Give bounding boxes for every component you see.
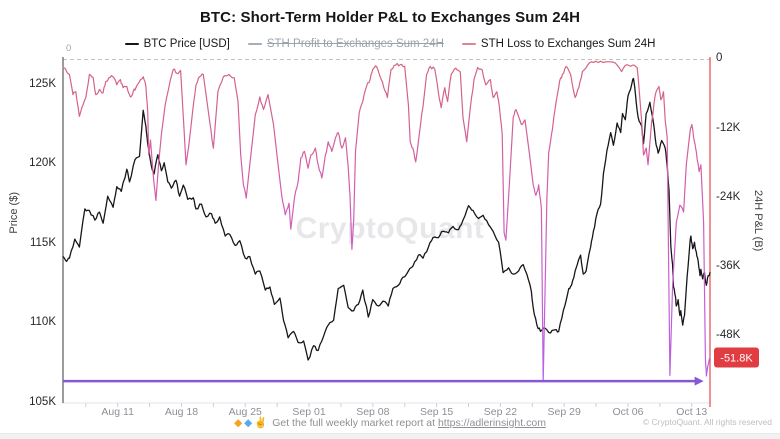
last-value-badge — [714, 347, 759, 368]
left-axis-title: Price ($) — [8, 192, 20, 234]
x-axis-tick-label: Aug 25 — [228, 406, 262, 418]
legend-label: BTC Price [USD] — [143, 38, 230, 50]
x-axis-tick-label: Oct 06 — [612, 406, 644, 418]
copyright-text: © CryptoQuant. All rights reserved — [642, 417, 772, 427]
left-axis-tick-label: 110K — [29, 316, 56, 329]
left-axis-tick-label: 125K — [29, 77, 56, 90]
last-value-badge-label: -51.8K — [720, 353, 753, 365]
legend-item-sth-profit[interactable]: STH Profit to Exchanges Sum 24H — [247, 38, 444, 50]
cryptoquant-watermark: CryptoQuant — [295, 212, 485, 245]
bottom-strip — [0, 433, 780, 439]
legend-label: STH Loss to Exchanges Sum 24H — [480, 38, 656, 50]
btc-price-line — [62, 77, 711, 361]
right-axis-tick-label: -12K — [716, 121, 741, 134]
legend-item-sth-loss[interactable]: STH Loss to Exchanges Sum 24H — [461, 38, 656, 50]
legend-dash-gray-icon — [247, 42, 262, 46]
promo-icons: ◆ ◆ ✌ — [234, 417, 269, 429]
top-left-zero-label: 0 — [66, 43, 72, 54]
x-axis-tick-label: Aug 11 — [101, 406, 134, 418]
left-axis-tick-label: 120K — [29, 157, 56, 170]
chart-legend: BTC Price [USD] STH Profit to Exchanges … — [0, 38, 780, 50]
orange-diamond-icon: ◆ — [234, 417, 243, 429]
right-axis-tick-label: -48K — [716, 328, 741, 341]
x-axis-tick-label: Sep 15 — [419, 406, 454, 418]
right-axis-tick-label: -24K — [716, 190, 741, 203]
x-axis-tick-label: Sep 22 — [483, 406, 518, 418]
promo-link[interactable]: https://adlerinsight.com — [437, 417, 546, 429]
legend-label: STH Profit to Exchanges Sum 24H — [266, 38, 444, 50]
right-axis-tick-label: 0 — [716, 52, 723, 65]
legend-dash-black-icon — [124, 42, 139, 46]
blue-gem-icon: ◆ — [244, 417, 253, 429]
right-axis-title: 24H P&L (B) — [752, 190, 764, 252]
x-axis-tick-label: Oct 13 — [676, 406, 708, 418]
x-axis-tick-label: Sep 08 — [356, 406, 390, 418]
annotation-arrowhead-icon — [694, 376, 704, 386]
legend-item-btc-price[interactable]: BTC Price [USD] — [124, 38, 230, 50]
raising-hands-icon: ✌ — [254, 417, 268, 429]
x-axis-tick-label: Sep 01 — [292, 406, 326, 418]
left-axis-tick-label: 105K — [29, 396, 56, 408]
page-title: BTC: Short-Term Holder P&L to Exchanges … — [199, 9, 581, 26]
sth-loss-line — [62, 60, 711, 382]
right-axis-tick-label: -36K — [716, 259, 741, 272]
x-axis-tick-label: Sep 29 — [547, 406, 581, 418]
promo-text: Get the full weekly market report at — [272, 417, 436, 429]
x-axis-tick-label: Aug 18 — [164, 406, 199, 418]
legend-dash-pink-icon — [461, 42, 476, 46]
left-axis-tick-label: 115K — [29, 236, 56, 249]
footer-promo: ◆ ◆ ✌ Get the full weekly market report at… — [0, 416, 780, 429]
